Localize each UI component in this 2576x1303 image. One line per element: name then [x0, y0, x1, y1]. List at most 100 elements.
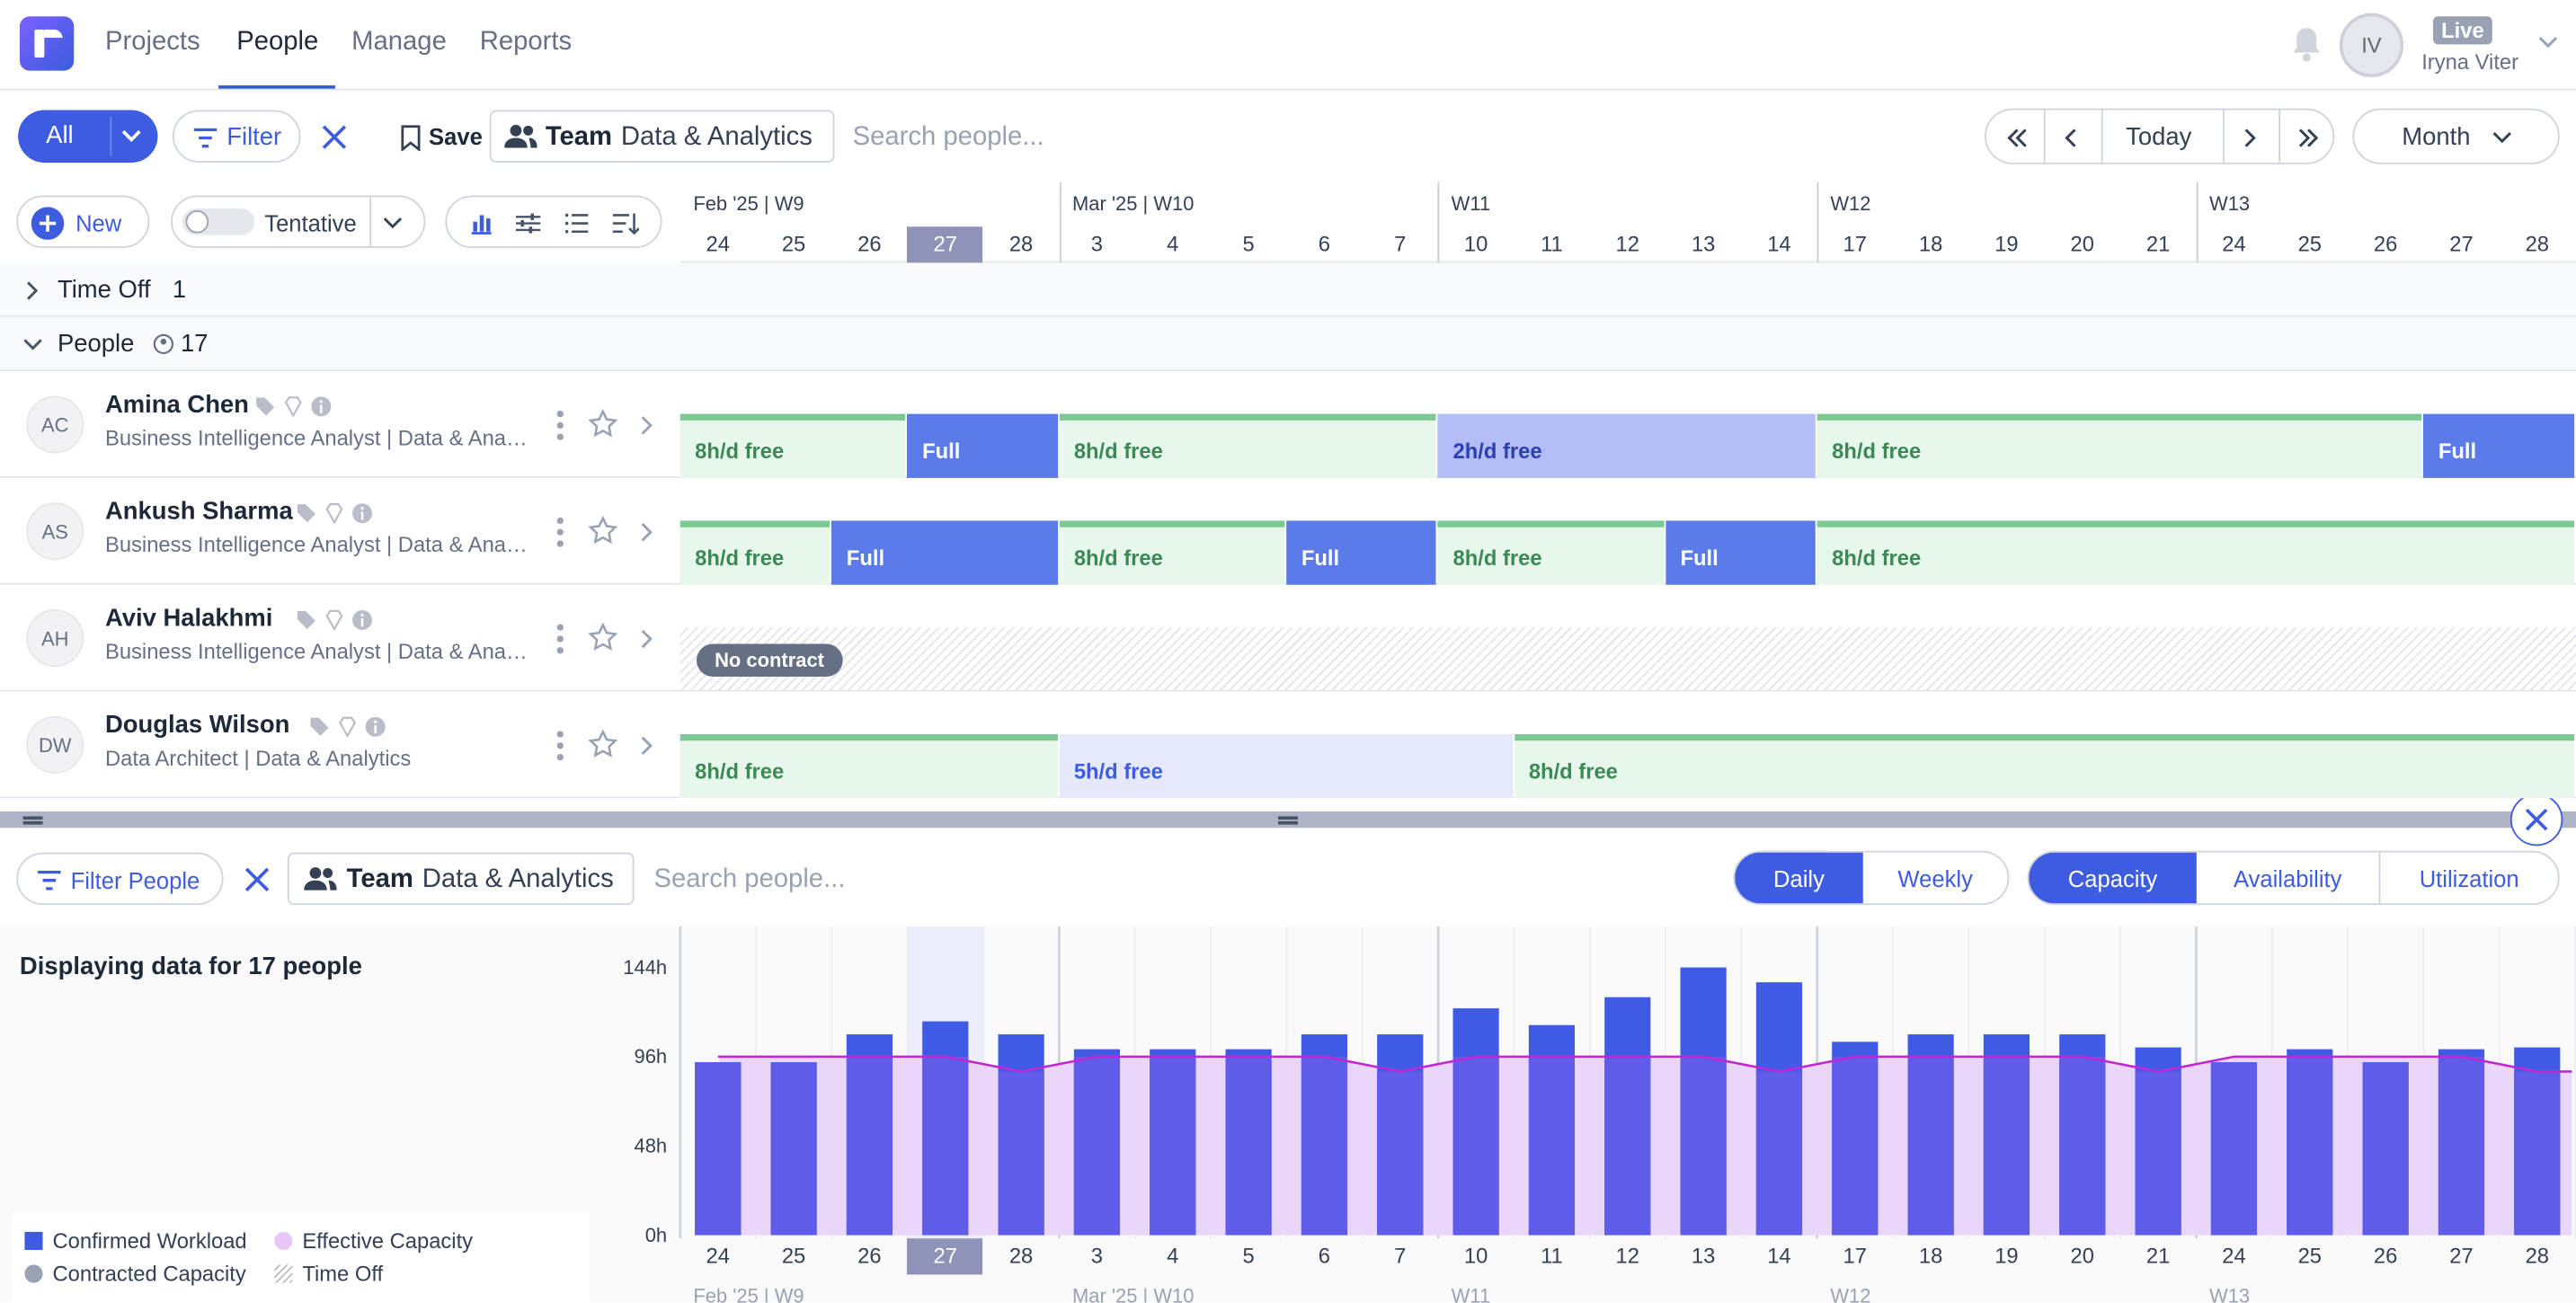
- filter-button[interactable]: Filter: [172, 110, 301, 163]
- user-name[interactable]: Iryna Viter: [2421, 49, 2519, 75]
- people-section[interactable]: People 17: [0, 316, 2576, 372]
- filter-people-button[interactable]: Filter People: [16, 852, 224, 906]
- double-chevron-left-icon[interactable]: [2006, 129, 2030, 148]
- view-select[interactable]: Month: [2352, 108, 2560, 164]
- avatar: AS: [26, 502, 84, 561]
- allocation-block[interactable]: 2h/d free: [1438, 413, 1816, 478]
- granularity-toggle: Daily Weekly: [1733, 850, 2010, 906]
- allocation-block[interactable]: 8h/d free: [1514, 734, 2575, 799]
- allocation-block[interactable]: Full: [1286, 520, 1437, 585]
- weekly-option[interactable]: Weekly: [1897, 864, 1973, 891]
- search-input[interactable]: Search people...: [653, 865, 846, 894]
- star-icon[interactable]: [588, 622, 618, 652]
- tentative-toggle[interactable]: Tentative: [171, 195, 426, 248]
- team-icon: [304, 865, 337, 891]
- team-label: Team: [545, 123, 613, 152]
- nav-projects[interactable]: Projects: [104, 28, 200, 57]
- kebab-menu-icon[interactable]: [555, 410, 565, 440]
- kebab-menu-icon[interactable]: [555, 731, 565, 761]
- allocation-block[interactable]: 5h/d free: [1059, 734, 1513, 799]
- allocation-block[interactable]: 8h/d free: [680, 520, 831, 585]
- double-chevron-right-icon[interactable]: [2296, 129, 2320, 148]
- allocation-block[interactable]: 8h/d free: [680, 734, 1058, 799]
- chevron-right-icon[interactable]: [2243, 129, 2256, 148]
- day-label: 25: [781, 231, 806, 257]
- bell-icon[interactable]: [2288, 24, 2324, 64]
- workload-bar-overlap: [2210, 1062, 2258, 1236]
- x-tick-label: 14: [1767, 1243, 1791, 1269]
- chevron-right-icon[interactable]: [639, 629, 653, 649]
- day-label: 3: [1090, 231, 1104, 257]
- list-icon[interactable]: [564, 212, 589, 235]
- allocation-block[interactable]: Full: [2423, 413, 2575, 478]
- allocation-block[interactable]: 8h/d free: [1059, 520, 1285, 585]
- person-role: Data Architect | Data & Analytics: [104, 745, 412, 771]
- allocation-block[interactable]: 8h/d free: [1438, 520, 1665, 585]
- close-panel-button[interactable]: [2509, 793, 2563, 847]
- person-name[interactable]: Douglas Wilson: [104, 711, 290, 740]
- person-name[interactable]: Ankush Sharma: [104, 497, 293, 526]
- chevron-right-icon[interactable]: [639, 415, 653, 435]
- bar-chart-icon[interactable]: [470, 212, 493, 235]
- team-filter-chip[interactable]: Team Data & Analytics: [489, 110, 835, 163]
- time-off-section[interactable]: Time Off 1: [0, 262, 2576, 317]
- day-label: 11: [1541, 231, 1563, 257]
- chevron-down-icon[interactable]: [2538, 36, 2558, 49]
- panel-resize-handle[interactable]: [0, 811, 2576, 829]
- chevron-right-icon[interactable]: [639, 736, 653, 756]
- star-icon[interactable]: [588, 729, 618, 759]
- today-button[interactable]: Today: [2126, 123, 2192, 152]
- nav-reports[interactable]: Reports: [479, 28, 573, 57]
- allocation-block[interactable]: Full: [907, 413, 1058, 478]
- kebab-menu-icon[interactable]: [555, 517, 565, 547]
- allocation-block[interactable]: 8h/d free: [1817, 520, 2575, 585]
- day-label: 12: [1615, 231, 1639, 257]
- availability-option[interactable]: Availability: [2197, 852, 2381, 904]
- star-icon[interactable]: [588, 409, 618, 439]
- allocation-block[interactable]: Full: [831, 520, 1058, 585]
- toggle-switch[interactable]: [182, 208, 255, 235]
- chevron-left-icon[interactable]: [2065, 129, 2079, 148]
- sliders-icon[interactable]: [515, 212, 541, 235]
- workload-bar-overlap: [2059, 1056, 2106, 1236]
- people-count: 17: [181, 330, 209, 359]
- view-label: Month: [2402, 123, 2471, 152]
- person-name[interactable]: Amina Chen: [104, 391, 249, 420]
- x-tick-label: 25: [781, 1243, 806, 1269]
- axis-background: [680, 1238, 2576, 1303]
- day-label: 7: [1394, 231, 1407, 257]
- chevron-right-icon[interactable]: [639, 522, 653, 542]
- app-logo[interactable]: [19, 16, 75, 71]
- user-avatar[interactable]: IV: [2339, 13, 2404, 77]
- filter-icon: [193, 128, 218, 148]
- star-icon[interactable]: [588, 515, 618, 545]
- clear-filter-icon[interactable]: [244, 865, 271, 893]
- allocation-block[interactable]: 8h/d free: [680, 413, 906, 478]
- all-dropdown[interactable]: All: [18, 110, 158, 163]
- tag-icon: [310, 717, 329, 736]
- new-button[interactable]: New: [16, 195, 150, 248]
- allocation-block[interactable]: 8h/d free: [1817, 413, 2422, 478]
- x-week-label: Feb '25 | W9: [693, 1284, 804, 1303]
- kebab-menu-icon[interactable]: [555, 624, 565, 654]
- nav-people[interactable]: People: [236, 28, 319, 57]
- utilization-option[interactable]: Utilization: [2419, 864, 2519, 891]
- daily-option[interactable]: Daily: [1735, 852, 1863, 904]
- person-row[interactable]: AH Aviv Halakhmi Business Intelligence Ana…: [0, 585, 2576, 692]
- sort-icon[interactable]: [612, 212, 640, 235]
- allocation-block[interactable]: 8h/d free: [1059, 413, 1437, 478]
- clear-filter-icon[interactable]: [320, 123, 348, 151]
- x-week-label: Mar '25 | W10: [1071, 1284, 1195, 1303]
- chevron-down-icon[interactable]: [383, 217, 403, 230]
- allocation-block[interactable]: Full: [1666, 520, 1816, 585]
- search-input[interactable]: Search people...: [852, 123, 1044, 152]
- week-label: Mar '25 | W10: [1071, 191, 1195, 216]
- save-button[interactable]: Save: [429, 123, 483, 150]
- x-tick-label: 21: [2145, 1243, 2171, 1269]
- nav-manage[interactable]: Manage: [351, 28, 447, 57]
- info-icon: [351, 610, 372, 630]
- displaying-text: Displaying data for 17 people: [19, 953, 362, 981]
- capacity-option[interactable]: Capacity: [2029, 852, 2197, 904]
- person-name[interactable]: Aviv Halakhmi: [104, 604, 273, 633]
- team-filter-chip[interactable]: Team Data & Analytics: [287, 852, 635, 906]
